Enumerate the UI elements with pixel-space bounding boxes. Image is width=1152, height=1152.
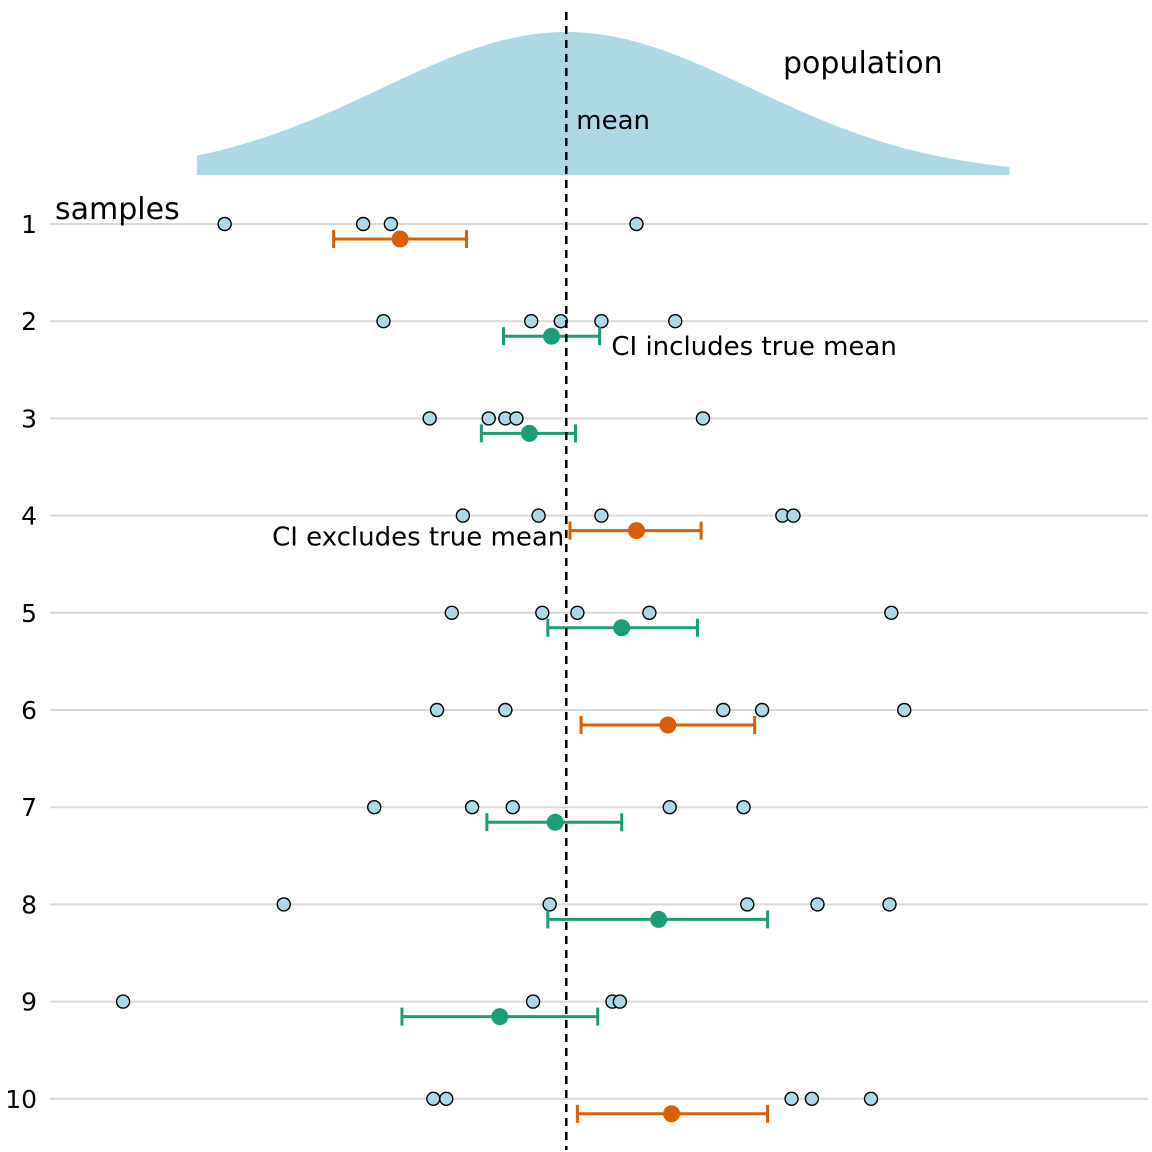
sample-point xyxy=(367,800,382,815)
sample-point xyxy=(695,411,711,426)
sample-point xyxy=(531,508,546,523)
sample-point xyxy=(376,314,391,329)
sample-mean-1 xyxy=(391,230,409,248)
sample-point xyxy=(668,314,683,329)
sample-point xyxy=(455,508,471,523)
row-label-10: 10 xyxy=(5,1085,37,1114)
sample-point xyxy=(740,897,755,912)
ci-excludes-annotation: CI excludes true mean xyxy=(272,523,564,553)
sample-point xyxy=(525,994,541,1009)
row-label-7: 7 xyxy=(21,793,37,822)
sample-point xyxy=(481,411,496,426)
sample-mean-9 xyxy=(491,1008,509,1026)
sample-point xyxy=(594,508,609,523)
sample-point xyxy=(570,605,585,620)
mean-label: mean xyxy=(576,106,650,136)
sample-point xyxy=(897,702,912,718)
sample-point xyxy=(754,702,770,718)
sample-point xyxy=(884,605,899,620)
sample-point xyxy=(542,897,557,912)
sample-point xyxy=(594,314,609,329)
sample-point xyxy=(716,702,731,718)
sample-point xyxy=(383,216,399,232)
sample-points xyxy=(115,216,912,1107)
sample-point xyxy=(662,800,677,815)
row-label-3: 3 xyxy=(21,404,37,433)
row-label-8: 8 xyxy=(21,890,37,919)
sample-point xyxy=(786,508,801,523)
sample-mean-10 xyxy=(663,1105,681,1123)
sample-point xyxy=(276,897,291,912)
population-label: population xyxy=(783,46,943,81)
sample-point xyxy=(505,800,520,815)
sample-point xyxy=(810,897,825,912)
row-label-6: 6 xyxy=(21,696,37,725)
sample-mean-3 xyxy=(520,424,538,442)
sample-mean-2 xyxy=(543,327,561,345)
labels: population mean samples CI includes true… xyxy=(5,46,942,1114)
sample-point xyxy=(217,216,232,232)
sample-mean-5 xyxy=(613,619,631,637)
sample-point xyxy=(422,411,437,426)
sample-mean-6 xyxy=(659,716,677,734)
gridlines xyxy=(50,223,1148,1100)
sample-point xyxy=(115,994,131,1009)
sample-point xyxy=(863,1091,879,1107)
confidence-intervals xyxy=(332,230,770,1123)
sample-point xyxy=(629,216,644,232)
sample-point xyxy=(535,605,550,620)
population-layer xyxy=(196,32,1010,175)
sample-point xyxy=(426,1091,441,1107)
sample-point xyxy=(642,605,657,620)
sample-point xyxy=(498,702,513,718)
sample-point xyxy=(804,1091,820,1107)
row-label-9: 9 xyxy=(21,988,37,1017)
samples-label: samples xyxy=(55,192,180,227)
sample-mean-4 xyxy=(627,522,645,540)
sample-mean-8 xyxy=(650,910,668,928)
sample-point xyxy=(882,897,897,912)
row-label-1: 1 xyxy=(21,210,37,239)
sample-point xyxy=(444,605,460,620)
sample-point xyxy=(784,1091,799,1107)
row-label-2: 2 xyxy=(21,307,37,336)
sample-point xyxy=(509,411,524,426)
sample-point xyxy=(736,800,751,815)
sample-point xyxy=(524,314,539,329)
row-label-4: 4 xyxy=(21,502,37,531)
sample-point xyxy=(439,1091,454,1107)
sample-point xyxy=(464,800,480,815)
sample-point xyxy=(612,994,628,1009)
sample-point xyxy=(429,702,445,718)
row-label-5: 5 xyxy=(21,599,37,628)
sample-point xyxy=(355,216,371,232)
ci-includes-annotation: CI includes true mean xyxy=(611,332,896,362)
sample-mean-7 xyxy=(546,813,564,831)
population-density-curve xyxy=(196,32,1010,175)
